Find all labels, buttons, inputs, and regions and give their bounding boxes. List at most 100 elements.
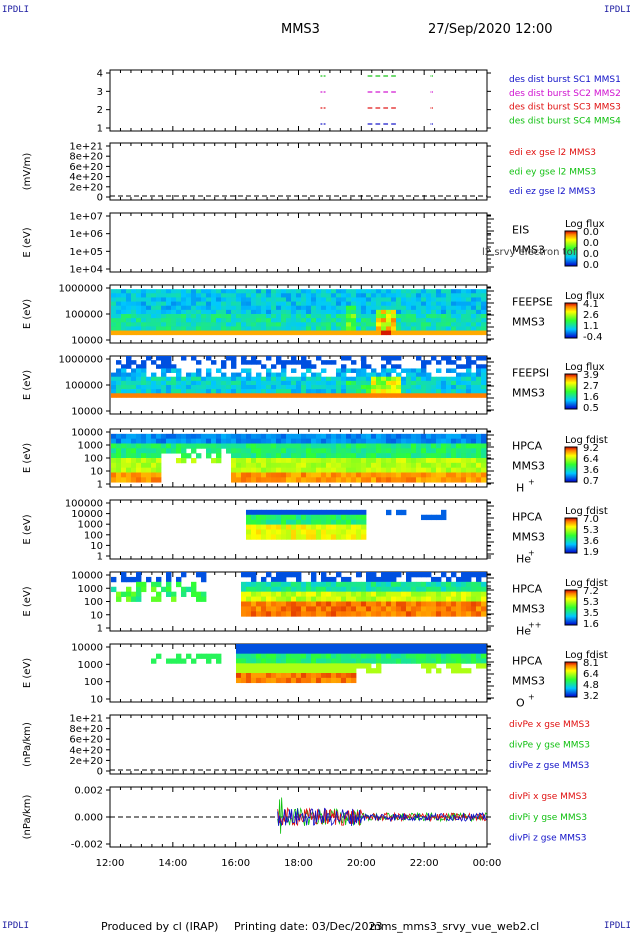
hpca_h-heat-cell <box>231 438 237 444</box>
hpca_hepp-heat-cell <box>371 586 377 593</box>
feepse-heat-cell <box>341 289 347 294</box>
hpca_o-heat-cell <box>316 653 322 659</box>
hpca_hepp-heat-cell <box>321 596 327 602</box>
feepse-heat-cell <box>246 318 252 323</box>
hpca_hepp-cbar-tick-2: 3.5 <box>583 608 599 619</box>
hpca_hepp-heat-cell <box>406 581 412 588</box>
feepse-heat-cell <box>331 318 337 323</box>
hpca_hepp-heat-cell <box>396 611 402 617</box>
hpca_o-heat-cell <box>351 663 357 669</box>
feepsi-heat-cell <box>411 385 417 390</box>
feepsi-heat-cell <box>316 385 322 390</box>
hpca_o-heat-cell <box>336 648 342 655</box>
hpca_h-heat-cell <box>296 458 302 464</box>
feepsi-heat-cell <box>161 393 167 398</box>
hpca_h-heat-cell <box>161 433 167 440</box>
hpca_o-heat-cell <box>476 658 482 664</box>
hpca_hepp-heat-cell <box>311 611 317 617</box>
hpca_o-heat-cell <box>236 644 242 650</box>
feepsi-heat-cell <box>136 376 142 382</box>
hpca_hepp-heat-cell <box>451 586 457 593</box>
hpca_he-heat-cell <box>441 514 447 521</box>
hpca_h-heat-cell <box>341 443 347 449</box>
feepsi-heat-cell <box>476 368 482 373</box>
hpca_o-heat-cell <box>261 668 267 674</box>
feepse-heat-cell <box>426 289 432 294</box>
hpca_h-heat-cell <box>311 443 317 449</box>
feepsi-heat-cell <box>396 372 402 378</box>
feepsi-heat-cell <box>316 376 322 382</box>
hpca_hepp-heat-cell <box>176 576 182 583</box>
feepsi-heat-cell <box>406 376 412 382</box>
hpca_o-heat-cell <box>386 648 392 655</box>
feepsi-heat-cell <box>466 389 472 394</box>
feepse-heat-cell <box>146 309 152 315</box>
feepsi-heat-cell <box>316 389 322 394</box>
hpca_o-heat-cell <box>441 648 447 655</box>
hpca_h-heat-cell <box>361 448 367 454</box>
hpca_h-heat-cell <box>136 472 142 478</box>
hpca_h-heat-cell <box>166 433 172 440</box>
feepse-heat-cell <box>301 330 307 336</box>
feepsi-heat-cell <box>151 385 157 390</box>
edi-frame <box>109 142 488 201</box>
hpca_hepp-heat-cell <box>471 586 477 593</box>
hpca_h-heat-cell <box>181 453 187 459</box>
feepse-heat-cell <box>201 297 207 302</box>
feepse-heat-cell <box>286 322 292 327</box>
hpca_h-heat-cell <box>231 477 237 483</box>
hpca_h-heat-cell <box>441 467 447 473</box>
hpca_o-heat-cell <box>451 663 457 669</box>
feepsi-heat-cell <box>276 360 282 365</box>
hpca_hepp-heat-cell <box>451 611 457 617</box>
burst-legend-1: des dist burst SC2 MMS2 <box>509 89 621 99</box>
hpca_o-heat-cell <box>341 658 347 664</box>
feepse-heat-cell <box>366 309 372 315</box>
hpca_hepp-heat-cell <box>436 606 442 612</box>
feepsi-heat-cell <box>431 393 437 398</box>
hpca_he-heat-cell <box>346 524 352 530</box>
hpca_h-heat-cell <box>181 443 187 449</box>
hpca_h-heat-cell <box>451 472 457 478</box>
hpca_h-heat-cell <box>366 448 372 454</box>
feepse-heat-cell <box>421 326 427 331</box>
hpca_hepp-heat-cell <box>456 581 462 588</box>
feepse-heat-cell <box>221 322 227 327</box>
feepse-heat-cell <box>206 330 212 336</box>
feepse-heat-cell <box>401 322 407 327</box>
feepse-heat-cell <box>296 293 302 298</box>
feepse-heat-cell <box>291 322 297 327</box>
hpca_hepp-heat-cell <box>351 581 357 588</box>
hpca_he-heat-cell <box>306 509 312 516</box>
hpca_hepp-heat-cell <box>166 576 172 583</box>
hpca_hepp-heat-cell <box>291 581 297 588</box>
feepse-heat-cell <box>336 297 342 302</box>
hpca_o-heat-cell <box>311 648 317 655</box>
feepse-heat-cell <box>306 318 312 323</box>
hpca_h-heat-cell <box>451 477 457 483</box>
hpca_hepp-heat-cell <box>291 591 297 597</box>
feepsi-heat-cell <box>161 380 167 386</box>
feepse-heat-cell <box>406 330 412 336</box>
hpca_he-heat-cell <box>306 534 312 540</box>
feepse-heat-cell <box>191 322 197 327</box>
feepse-heat-cell <box>381 289 387 294</box>
feepse-heat-cell <box>171 326 177 331</box>
feepsi-heat-cell <box>206 385 212 390</box>
feepsi-heat-cell <box>391 356 397 361</box>
feepsi-heat-cell <box>146 393 152 398</box>
feepse-heat-cell <box>131 314 137 319</box>
hpca_hepp-heat-cell <box>346 581 352 588</box>
hpca_o-heat-cell <box>436 668 442 674</box>
feepse-heat-cell <box>476 309 482 315</box>
hpca_h-heat-cell <box>246 453 252 459</box>
hpca_o-heat-cell <box>351 648 357 655</box>
hpca_h-heat-cell <box>116 462 122 469</box>
hpca_he-heat-cell <box>336 519 342 525</box>
hpca_h-heat-cell <box>231 458 237 464</box>
feepse-heat-cell <box>281 297 287 302</box>
feepse-heat-cell <box>476 293 482 298</box>
hpca_hepp-heat-cell <box>366 572 372 578</box>
hpca_o-heat-cell <box>256 663 262 669</box>
hpca_hepp-heat-cell <box>451 596 457 602</box>
